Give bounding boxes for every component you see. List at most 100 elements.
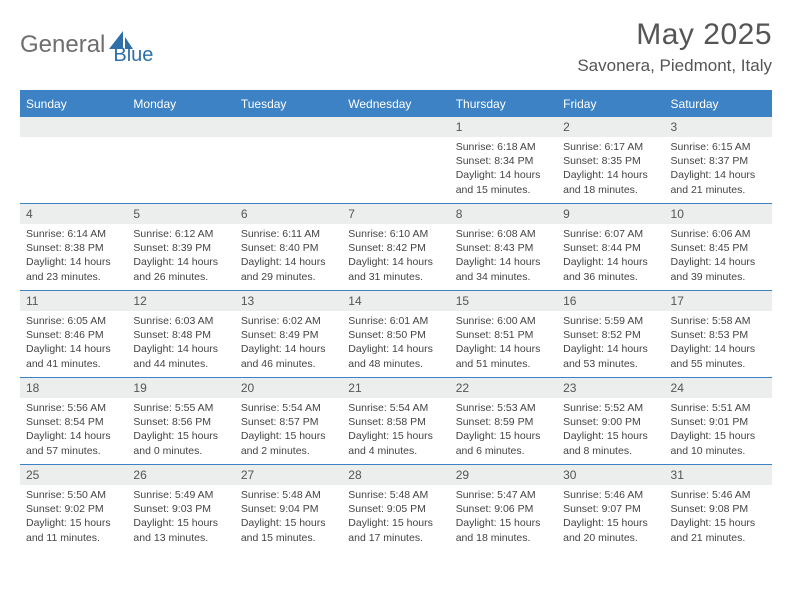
calendar-cell: 10Sunrise: 6:06 AMSunset: 8:45 PMDayligh… [665, 204, 772, 290]
title-block: May 2025 Savonera, Piedmont, Italy [577, 18, 772, 76]
calendar-cell: 11Sunrise: 6:05 AMSunset: 8:46 PMDayligh… [20, 291, 127, 377]
calendar-cell: 26Sunrise: 5:49 AMSunset: 9:03 PMDayligh… [127, 465, 234, 551]
daylight-line2: and 8 minutes. [563, 444, 658, 458]
sunrise-text: Sunrise: 5:58 AM [671, 314, 766, 328]
sunset-text: Sunset: 9:04 PM [241, 502, 336, 516]
cell-body: Sunrise: 5:51 AMSunset: 9:01 PMDaylight:… [665, 398, 772, 462]
daylight-line1: Daylight: 15 hours [348, 516, 443, 530]
daylight-line2: and 39 minutes. [671, 270, 766, 284]
cell-body: Sunrise: 5:48 AMSunset: 9:05 PMDaylight:… [342, 485, 449, 549]
daylight-line2: and 29 minutes. [241, 270, 336, 284]
calendar-cell: 27Sunrise: 5:48 AMSunset: 9:04 PMDayligh… [235, 465, 342, 551]
daylight-line2: and 18 minutes. [456, 531, 551, 545]
daylight-line1: Daylight: 14 hours [348, 255, 443, 269]
sunset-text: Sunset: 9:07 PM [563, 502, 658, 516]
cell-body: Sunrise: 5:48 AMSunset: 9:04 PMDaylight:… [235, 485, 342, 549]
daylight-line2: and 4 minutes. [348, 444, 443, 458]
cell-body: Sunrise: 5:49 AMSunset: 9:03 PMDaylight:… [127, 485, 234, 549]
sunrise-text: Sunrise: 6:08 AM [456, 227, 551, 241]
cell-body: Sunrise: 6:11 AMSunset: 8:40 PMDaylight:… [235, 224, 342, 288]
daylight-line1: Daylight: 14 hours [456, 168, 551, 182]
day-number: 21 [342, 378, 449, 398]
sunrise-text: Sunrise: 6:01 AM [348, 314, 443, 328]
week-row: 11Sunrise: 6:05 AMSunset: 8:46 PMDayligh… [20, 290, 772, 377]
day-number: 30 [557, 465, 664, 485]
daylight-line2: and 21 minutes. [671, 531, 766, 545]
sunrise-text: Sunrise: 6:15 AM [671, 140, 766, 154]
day-number: 12 [127, 291, 234, 311]
sunrise-text: Sunrise: 6:17 AM [563, 140, 658, 154]
day-number: 22 [450, 378, 557, 398]
sunset-text: Sunset: 9:01 PM [671, 415, 766, 429]
daylight-line2: and 15 minutes. [456, 183, 551, 197]
calendar-cell: 7Sunrise: 6:10 AMSunset: 8:42 PMDaylight… [342, 204, 449, 290]
calendar-cell: 16Sunrise: 5:59 AMSunset: 8:52 PMDayligh… [557, 291, 664, 377]
sunset-text: Sunset: 9:03 PM [133, 502, 228, 516]
sunrise-text: Sunrise: 6:05 AM [26, 314, 121, 328]
cell-body: Sunrise: 6:06 AMSunset: 8:45 PMDaylight:… [665, 224, 772, 288]
daylight-line1: Daylight: 14 hours [241, 255, 336, 269]
day-number: 11 [20, 291, 127, 311]
sunrise-text: Sunrise: 5:48 AM [348, 488, 443, 502]
calendar-cell [127, 117, 234, 203]
daylight-line1: Daylight: 14 hours [563, 342, 658, 356]
calendar-cell: 5Sunrise: 6:12 AMSunset: 8:39 PMDaylight… [127, 204, 234, 290]
sunrise-text: Sunrise: 6:00 AM [456, 314, 551, 328]
sunrise-text: Sunrise: 6:12 AM [133, 227, 228, 241]
daylight-line2: and 18 minutes. [563, 183, 658, 197]
daylight-line1: Daylight: 14 hours [671, 168, 766, 182]
daylight-line2: and 6 minutes. [456, 444, 551, 458]
dow-saturday: Saturday [665, 92, 772, 116]
day-number: 23 [557, 378, 664, 398]
calendar-cell [20, 117, 127, 203]
daylight-line2: and 0 minutes. [133, 444, 228, 458]
sunrise-text: Sunrise: 5:55 AM [133, 401, 228, 415]
day-number: 1 [450, 117, 557, 137]
daylight-line1: Daylight: 14 hours [563, 255, 658, 269]
day-number: 6 [235, 204, 342, 224]
sunrise-text: Sunrise: 5:59 AM [563, 314, 658, 328]
calendar-cell: 21Sunrise: 5:54 AMSunset: 8:58 PMDayligh… [342, 378, 449, 464]
sunset-text: Sunset: 9:06 PM [456, 502, 551, 516]
day-number: 29 [450, 465, 557, 485]
calendar-cell: 17Sunrise: 5:58 AMSunset: 8:53 PMDayligh… [665, 291, 772, 377]
calendar-cell: 28Sunrise: 5:48 AMSunset: 9:05 PMDayligh… [342, 465, 449, 551]
dow-thursday: Thursday [450, 92, 557, 116]
daylight-line2: and 26 minutes. [133, 270, 228, 284]
dow-friday: Friday [557, 92, 664, 116]
calendar-cell: 29Sunrise: 5:47 AMSunset: 9:06 PMDayligh… [450, 465, 557, 551]
day-number: 26 [127, 465, 234, 485]
daylight-line2: and 41 minutes. [26, 357, 121, 371]
week-row: 1Sunrise: 6:18 AMSunset: 8:34 PMDaylight… [20, 116, 772, 203]
cell-body: Sunrise: 5:47 AMSunset: 9:06 PMDaylight:… [450, 485, 557, 549]
sunrise-text: Sunrise: 5:50 AM [26, 488, 121, 502]
sunrise-text: Sunrise: 6:02 AM [241, 314, 336, 328]
calendar-cell: 20Sunrise: 5:54 AMSunset: 8:57 PMDayligh… [235, 378, 342, 464]
daylight-line1: Daylight: 14 hours [671, 342, 766, 356]
daylight-line2: and 46 minutes. [241, 357, 336, 371]
day-number: 4 [20, 204, 127, 224]
sunset-text: Sunset: 8:50 PM [348, 328, 443, 342]
calendar-cell: 13Sunrise: 6:02 AMSunset: 8:49 PMDayligh… [235, 291, 342, 377]
logo: General Blue [20, 18, 153, 67]
sunset-text: Sunset: 9:05 PM [348, 502, 443, 516]
sunrise-text: Sunrise: 6:03 AM [133, 314, 228, 328]
sunrise-text: Sunrise: 5:52 AM [563, 401, 658, 415]
sunset-text: Sunset: 8:57 PM [241, 415, 336, 429]
sunrise-text: Sunrise: 5:53 AM [456, 401, 551, 415]
daylight-line1: Daylight: 14 hours [348, 342, 443, 356]
sunset-text: Sunset: 9:08 PM [671, 502, 766, 516]
sunset-text: Sunset: 8:38 PM [26, 241, 121, 255]
calendar-cell: 1Sunrise: 6:18 AMSunset: 8:34 PMDaylight… [450, 117, 557, 203]
page-title: May 2025 [577, 18, 772, 52]
cell-body: Sunrise: 6:18 AMSunset: 8:34 PMDaylight:… [450, 137, 557, 201]
sunrise-text: Sunrise: 5:46 AM [563, 488, 658, 502]
daylight-line2: and 2 minutes. [241, 444, 336, 458]
calendar: SundayMondayTuesdayWednesdayThursdayFrid… [20, 90, 772, 551]
cell-body: Sunrise: 5:59 AMSunset: 8:52 PMDaylight:… [557, 311, 664, 375]
sunset-text: Sunset: 8:44 PM [563, 241, 658, 255]
cell-body: Sunrise: 6:03 AMSunset: 8:48 PMDaylight:… [127, 311, 234, 375]
daylight-line2: and 21 minutes. [671, 183, 766, 197]
dow-tuesday: Tuesday [235, 92, 342, 116]
calendar-cell: 24Sunrise: 5:51 AMSunset: 9:01 PMDayligh… [665, 378, 772, 464]
